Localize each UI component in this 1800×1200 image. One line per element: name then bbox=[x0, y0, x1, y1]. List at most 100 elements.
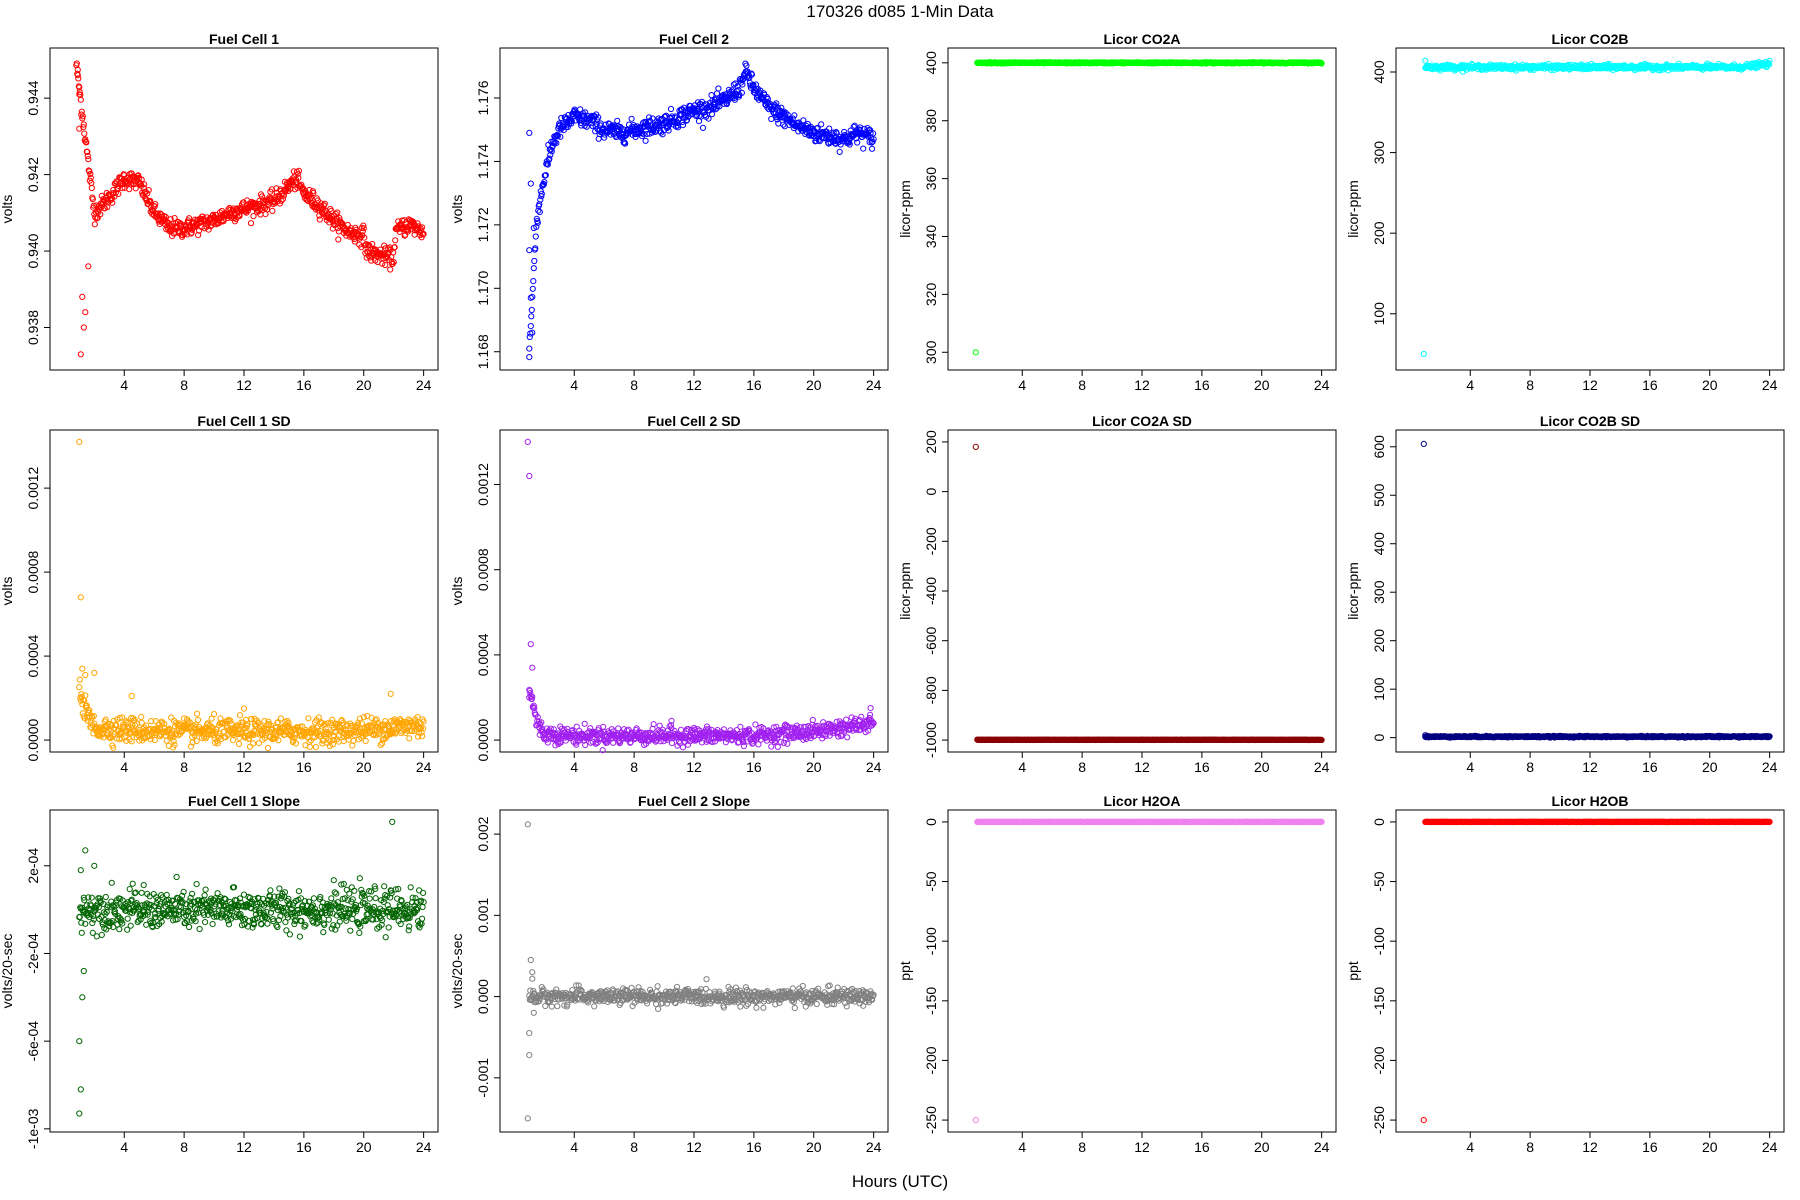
data-point bbox=[321, 200, 328, 207]
x-tick-label: 16 bbox=[746, 759, 762, 775]
x-tick-label: 12 bbox=[236, 377, 252, 393]
data-point bbox=[235, 740, 243, 748]
data-point bbox=[186, 215, 193, 222]
panel-title: Licor CO2B bbox=[1551, 31, 1628, 47]
x-tick-label: 12 bbox=[236, 759, 252, 775]
data-point bbox=[382, 261, 389, 269]
data-point bbox=[577, 106, 584, 113]
y-axis-label: volts bbox=[0, 577, 15, 606]
data-point bbox=[82, 671, 89, 679]
data-point bbox=[640, 131, 647, 138]
y-tick-label: -600 bbox=[923, 626, 939, 654]
data-point bbox=[89, 196, 96, 203]
y-tick-label: 340 bbox=[923, 225, 939, 249]
x-tick-label: 4 bbox=[120, 759, 128, 775]
data-point bbox=[583, 123, 590, 130]
data-point bbox=[205, 226, 212, 233]
data-point bbox=[208, 222, 215, 229]
y-tick-label: 1.172 bbox=[475, 207, 491, 242]
y-axis-label: licor-ppm bbox=[897, 180, 913, 238]
y-tick-label: 0 bbox=[923, 488, 939, 496]
data-point bbox=[611, 122, 618, 129]
data-point bbox=[111, 193, 118, 200]
y-tick-label: 0.0008 bbox=[475, 548, 491, 591]
data-point bbox=[529, 285, 536, 292]
data-point bbox=[73, 60, 80, 67]
data-point bbox=[527, 323, 534, 330]
data-point bbox=[357, 233, 364, 240]
y-tick-label: 0.942 bbox=[25, 157, 41, 192]
data-point bbox=[553, 140, 560, 147]
data-point bbox=[294, 170, 301, 177]
data-point bbox=[1420, 350, 1427, 358]
y-tick-label: 380 bbox=[923, 109, 939, 133]
data-point bbox=[387, 690, 394, 698]
data-point bbox=[867, 705, 874, 712]
data-point bbox=[250, 213, 257, 220]
data-point bbox=[84, 152, 91, 160]
x-tick-label: 4 bbox=[120, 377, 128, 393]
panel-title: Licor CO2A bbox=[1103, 31, 1180, 47]
data-point bbox=[273, 185, 280, 192]
data-point bbox=[76, 91, 83, 98]
x-tick-label: 24 bbox=[866, 759, 882, 775]
y-tick-label: -1000 bbox=[923, 722, 939, 758]
data-point bbox=[220, 218, 227, 225]
data-point bbox=[269, 207, 276, 214]
data-point bbox=[169, 223, 176, 230]
y-tick-label: 200 bbox=[1371, 221, 1387, 245]
data-point bbox=[536, 208, 543, 216]
data-point bbox=[152, 201, 159, 208]
data-point bbox=[699, 124, 707, 132]
data-point bbox=[145, 187, 152, 194]
data-point bbox=[844, 734, 851, 741]
y-tick-label: 0.0008 bbox=[25, 550, 41, 593]
data-point bbox=[391, 244, 398, 251]
data-point bbox=[80, 324, 87, 331]
data-point bbox=[365, 252, 372, 259]
data-point bbox=[236, 212, 243, 220]
data-point bbox=[843, 716, 850, 723]
x-tick-label: 8 bbox=[1078, 759, 1086, 775]
data-point bbox=[528, 306, 535, 314]
data-point bbox=[74, 72, 81, 79]
data-point bbox=[144, 190, 151, 197]
data-point bbox=[310, 189, 317, 197]
data-point bbox=[595, 114, 602, 121]
data-point bbox=[76, 676, 83, 683]
series-points bbox=[972, 443, 1325, 744]
data-point bbox=[715, 85, 722, 92]
data-point bbox=[532, 245, 539, 252]
data-point bbox=[665, 127, 672, 134]
data-point bbox=[109, 199, 116, 206]
data-point bbox=[150, 202, 157, 209]
data-point bbox=[168, 714, 175, 721]
data-point bbox=[138, 713, 145, 721]
data-point bbox=[255, 208, 262, 215]
data-point bbox=[723, 100, 731, 108]
data-point bbox=[247, 220, 255, 227]
x-tick-label: 16 bbox=[1194, 377, 1210, 393]
panel-title: Licor CO2A SD bbox=[1092, 413, 1192, 429]
data-point bbox=[79, 665, 86, 672]
data-point bbox=[335, 236, 342, 243]
data-point bbox=[730, 81, 738, 88]
data-point bbox=[820, 719, 827, 726]
data-point bbox=[526, 129, 533, 136]
data-point bbox=[526, 247, 533, 254]
data-point bbox=[860, 145, 867, 152]
x-tick-label: 20 bbox=[356, 759, 372, 775]
data-point bbox=[80, 124, 87, 131]
x-tick-label: 20 bbox=[1254, 377, 1270, 393]
data-point bbox=[527, 180, 534, 187]
x-tick-label: 16 bbox=[746, 377, 762, 393]
series-points bbox=[1420, 57, 1773, 358]
data-point bbox=[128, 170, 135, 177]
data-point bbox=[709, 105, 717, 112]
data-point bbox=[87, 170, 94, 178]
x-tick-label: 24 bbox=[1314, 377, 1330, 393]
y-axis-label: volts bbox=[449, 195, 465, 224]
